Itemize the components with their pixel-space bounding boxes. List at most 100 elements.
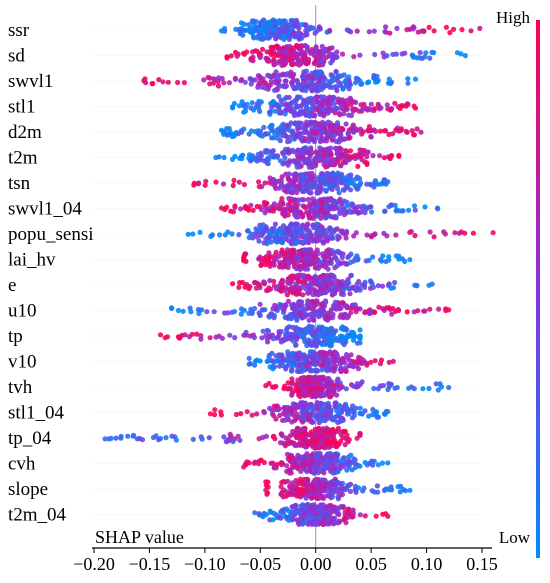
shap-point	[382, 208, 388, 214]
shap-point	[431, 234, 437, 240]
shap-point	[406, 207, 412, 213]
shap-point	[333, 306, 339, 312]
shap-point	[271, 201, 277, 207]
shap-point	[278, 206, 284, 212]
shap-point	[368, 101, 374, 107]
shap-point	[294, 133, 300, 139]
shap-point	[327, 160, 333, 166]
shap-point	[351, 409, 357, 415]
shap-point	[317, 145, 323, 151]
shap-point	[312, 336, 318, 342]
shap-point	[318, 259, 324, 265]
shap-point	[316, 490, 322, 496]
shap-point	[319, 386, 325, 392]
shap-point	[290, 30, 296, 36]
shap-point	[342, 325, 348, 332]
shap-point	[372, 51, 378, 58]
shap-point	[314, 73, 320, 79]
shap-point	[279, 462, 285, 468]
shap-point	[330, 272, 336, 279]
shap-point	[272, 108, 278, 114]
shap-point	[332, 110, 338, 116]
shap-point	[291, 22, 297, 29]
shap-point	[332, 515, 338, 522]
shap-point	[297, 109, 303, 115]
shap-point	[177, 334, 183, 340]
shap-point	[381, 307, 387, 313]
shap-point	[307, 487, 313, 493]
shap-point	[397, 128, 404, 134]
shap-point	[470, 230, 476, 236]
shap-point	[351, 302, 357, 308]
shap-point	[286, 286, 293, 292]
shap-point	[294, 103, 300, 110]
shap-point	[365, 149, 371, 155]
feature-label: tp	[8, 326, 23, 347]
shap-point	[385, 408, 391, 415]
shap-point	[419, 55, 425, 62]
shap-point	[232, 335, 238, 341]
shap-point	[263, 55, 269, 62]
shap-point	[324, 106, 331, 112]
shap-point	[421, 28, 427, 34]
shap-point	[307, 229, 313, 235]
shap-point	[290, 305, 296, 311]
shap-point	[396, 152, 402, 158]
shap-point	[376, 103, 382, 109]
shap-point	[390, 306, 396, 312]
shap-point	[328, 152, 334, 158]
shap-point	[238, 128, 244, 134]
shap-point	[309, 88, 315, 94]
shap-point	[371, 385, 377, 392]
shap-point	[280, 161, 286, 167]
shap-point	[279, 247, 285, 253]
shap-point	[156, 77, 162, 83]
shap-point	[320, 62, 326, 68]
shap-point	[267, 278, 273, 284]
shap-point	[276, 126, 282, 132]
shap-point	[254, 234, 260, 240]
shap-point	[294, 85, 300, 91]
shap-point	[427, 229, 433, 235]
shap-point	[231, 177, 237, 183]
shap-point	[300, 251, 306, 257]
shap-point	[303, 145, 309, 151]
shap-point	[310, 25, 316, 31]
shap-point	[348, 310, 354, 316]
shap-point	[254, 357, 260, 363]
shap-point	[290, 188, 296, 194]
shap-point	[348, 187, 354, 193]
shap-point	[293, 382, 299, 389]
shap-point	[321, 98, 327, 104]
shap-point	[279, 489, 285, 495]
shap-point	[323, 158, 329, 164]
shap-point	[340, 464, 346, 470]
shap-point	[307, 274, 313, 280]
shap-point	[426, 24, 432, 30]
shap-point	[274, 239, 280, 245]
shap-point	[351, 54, 357, 60]
shap-point	[271, 403, 277, 409]
shap-point	[321, 391, 327, 397]
shap-point	[252, 510, 258, 516]
feature-label: stl1	[8, 97, 35, 118]
shap-point	[207, 335, 213, 341]
shap-point	[304, 326, 310, 332]
shap-point	[169, 305, 175, 311]
shap-point	[264, 200, 270, 206]
shap-point	[309, 128, 315, 134]
shap-point	[243, 205, 249, 211]
shap-point	[356, 153, 363, 159]
shap-point	[326, 357, 332, 363]
colorbar-high-label: High	[496, 8, 531, 27]
shap-point	[256, 80, 262, 86]
shap-point	[368, 133, 374, 140]
shap-point	[462, 53, 468, 59]
shap-point	[288, 470, 294, 476]
shap-point	[330, 198, 336, 204]
shap-point	[351, 233, 357, 239]
shap-point	[162, 335, 168, 341]
shap-point	[296, 299, 302, 306]
shap-point	[258, 36, 264, 42]
shap-point	[325, 404, 332, 410]
